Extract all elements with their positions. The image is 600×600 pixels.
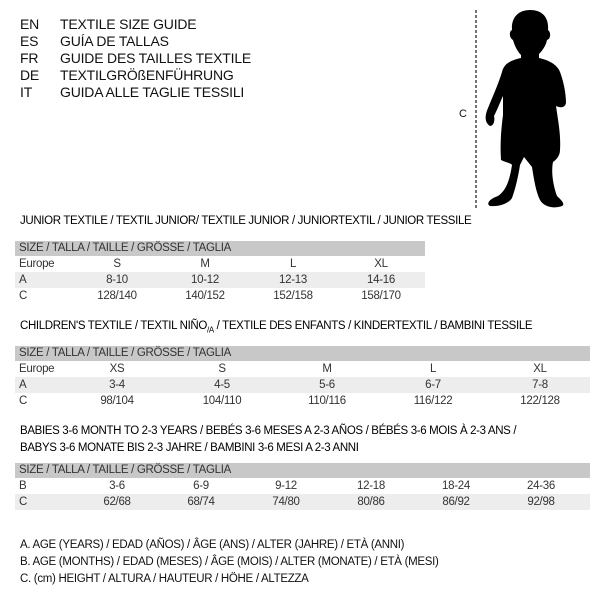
table-cell: S <box>113 258 121 270</box>
lang-title: TEXTILGRÖßENFÜHRUNG <box>60 67 234 83</box>
table-cell: 18-24 <box>442 480 470 492</box>
row-label: C <box>19 290 28 302</box>
table-row: C 98/104 104/110 110/116 116/122 122/128 <box>15 393 590 409</box>
table-row: Europe S M L XL <box>15 256 425 272</box>
table-cell: 152/158 <box>273 290 313 302</box>
row-label: C <box>19 496 28 508</box>
table-cell: 128/140 <box>97 290 137 302</box>
table-cell: 98/104 <box>100 395 134 407</box>
table-row: C 62/68 68/74 74/80 80/86 86/92 92/98 <box>15 494 590 510</box>
table-cell: 80/86 <box>357 496 385 508</box>
table-cell: 10-12 <box>191 274 219 286</box>
lang-code: EN <box>20 16 40 32</box>
table-cell: 68/74 <box>187 496 215 508</box>
lang-code: DE <box>20 67 40 83</box>
legend-age-years: A. AGE (YEARS) / EDAD (AÑOS) / ÂGE (ANS)… <box>20 539 405 551</box>
table-cell: 3-4 <box>109 379 125 391</box>
table-header: SIZE / TALLA / TAILLE / GRÖSSE / TAGLIA <box>15 463 590 478</box>
lang-title: GUÍA DE TALLAS <box>60 33 169 49</box>
children-size-table: SIZE / TALLA / TAILLE / GRÖSSE / TAGLIA … <box>15 346 590 409</box>
table-header: SIZE / TALLA / TAILLE / GRÖSSE / TAGLIA <box>15 241 425 256</box>
table-cell: S <box>218 363 226 375</box>
lang-line-de: DE TEXTILGRÖßENFÜHRUNG <box>0 67 440 84</box>
table-cell: XL <box>374 258 388 270</box>
lang-line-it: IT GUIDA ALLE TAGLIE TESSILI <box>0 84 440 101</box>
table-cell: 62/68 <box>103 496 131 508</box>
table-cell: 12-18 <box>357 480 385 492</box>
row-label: A <box>19 274 27 286</box>
babies-size-table: SIZE / TALLA / TAILLE / GRÖSSE / TAGLIA … <box>15 463 590 510</box>
child-silhouette-icon <box>475 10 566 208</box>
table-cell: 158/170 <box>361 290 401 302</box>
lang-title: GUIDA ALLE TAGLIE TESSILI <box>60 84 245 100</box>
table-cell: 9-12 <box>275 480 297 492</box>
legend-age-months: B. AGE (MONTHS) / EDAD (MESES) / ÂGE (MO… <box>20 556 439 568</box>
junior-section-title: JUNIOR TEXTILE / TEXTIL JUNIOR/ TEXTILE … <box>20 215 472 227</box>
table-cell: L <box>289 258 297 270</box>
title-text: CHILDREN'S TEXTILE / TEXTIL NIÑO <box>20 320 207 332</box>
lang-title: GUIDE DES TAILLES TEXTILE <box>60 50 252 66</box>
table-cell: 12-13 <box>279 274 307 286</box>
row-label: B <box>19 480 27 492</box>
table-cell: L <box>429 363 437 375</box>
table-cell: XS <box>109 363 125 375</box>
table-row: Europe XS S M L XL <box>15 361 590 377</box>
table-cell: 14-16 <box>367 274 395 286</box>
table-cell: 86/92 <box>442 496 470 508</box>
legend-height: C. (cm) HEIGHT / ALTURA / HAUTEUR / HÖHE… <box>20 573 309 585</box>
table-cell: 4-5 <box>214 379 230 391</box>
lang-line-en: EN TEXTILE SIZE GUIDE <box>0 16 440 33</box>
lang-title: TEXTILE SIZE GUIDE <box>60 16 197 32</box>
table-row: C 128/140 140/152 152/158 158/170 <box>15 288 425 304</box>
table-cell: 74/80 <box>272 496 300 508</box>
table-cell: 122/128 <box>520 395 560 407</box>
table-cell: 92/98 <box>527 496 555 508</box>
babies-section-title-line1: BABIES 3-6 MONTH TO 2-3 YEARS / BEBÉS 3-… <box>20 425 517 437</box>
table-cell: XL <box>533 363 547 375</box>
lang-line-es: ES GUÍA DE TALLAS <box>0 33 440 50</box>
table-row: A 3-4 4-5 5-6 6-7 7-8 <box>15 377 590 393</box>
children-section-title: CHILDREN'S TEXTILE / TEXTIL NIÑO/A / TEX… <box>20 320 533 335</box>
table-cell: 116/122 <box>413 395 453 407</box>
table-cell: 104/110 <box>202 395 242 407</box>
table-cell: 3-6 <box>109 480 125 492</box>
table-cell: 24-36 <box>527 480 555 492</box>
language-titles: EN TEXTILE SIZE GUIDE ES GUÍA DE TALLAS FR… <box>0 16 440 106</box>
row-label: Europe <box>19 363 55 375</box>
table-cell: 5-6 <box>319 379 335 391</box>
table-cell: 110/116 <box>308 395 346 407</box>
row-label: C <box>19 395 28 407</box>
babies-section-title-line2: BABYS 3-6 MONATE BIS 2-3 JAHRE / BAMBINI… <box>20 442 359 454</box>
lang-code: ES <box>20 33 39 49</box>
table-cell: 8-10 <box>106 274 128 286</box>
table-row: A 8-10 10-12 12-13 14-16 <box>15 272 425 288</box>
title-subscript: /A <box>206 325 214 335</box>
lang-code: IT <box>20 84 33 100</box>
lang-line-fr: FR GUIDE DES TAILLES TEXTILE <box>0 50 440 67</box>
title-text-rest: / TEXTILE DES ENFANTS / KINDERTEXTIL / B… <box>213 320 533 332</box>
row-label: Europe <box>19 258 55 270</box>
table-cell: 6-9 <box>193 480 209 492</box>
table-cell: M <box>200 258 210 270</box>
lang-code: FR <box>20 50 39 66</box>
junior-size-table: SIZE / TALLA / TAILLE / GRÖSSE / TAGLIA … <box>15 241 425 304</box>
table-cell: 140/152 <box>185 290 225 302</box>
height-label: C <box>459 108 467 120</box>
table-cell: M <box>322 363 332 375</box>
table-cell: 6-7 <box>425 379 441 391</box>
table-cell: 7-8 <box>532 379 548 391</box>
table-header: SIZE / TALLA / TAILLE / GRÖSSE / TAGLIA <box>15 346 590 361</box>
table-row: B 3-6 6-9 9-12 12-18 18-24 24-36 <box>15 478 590 494</box>
row-label: A <box>19 379 27 391</box>
